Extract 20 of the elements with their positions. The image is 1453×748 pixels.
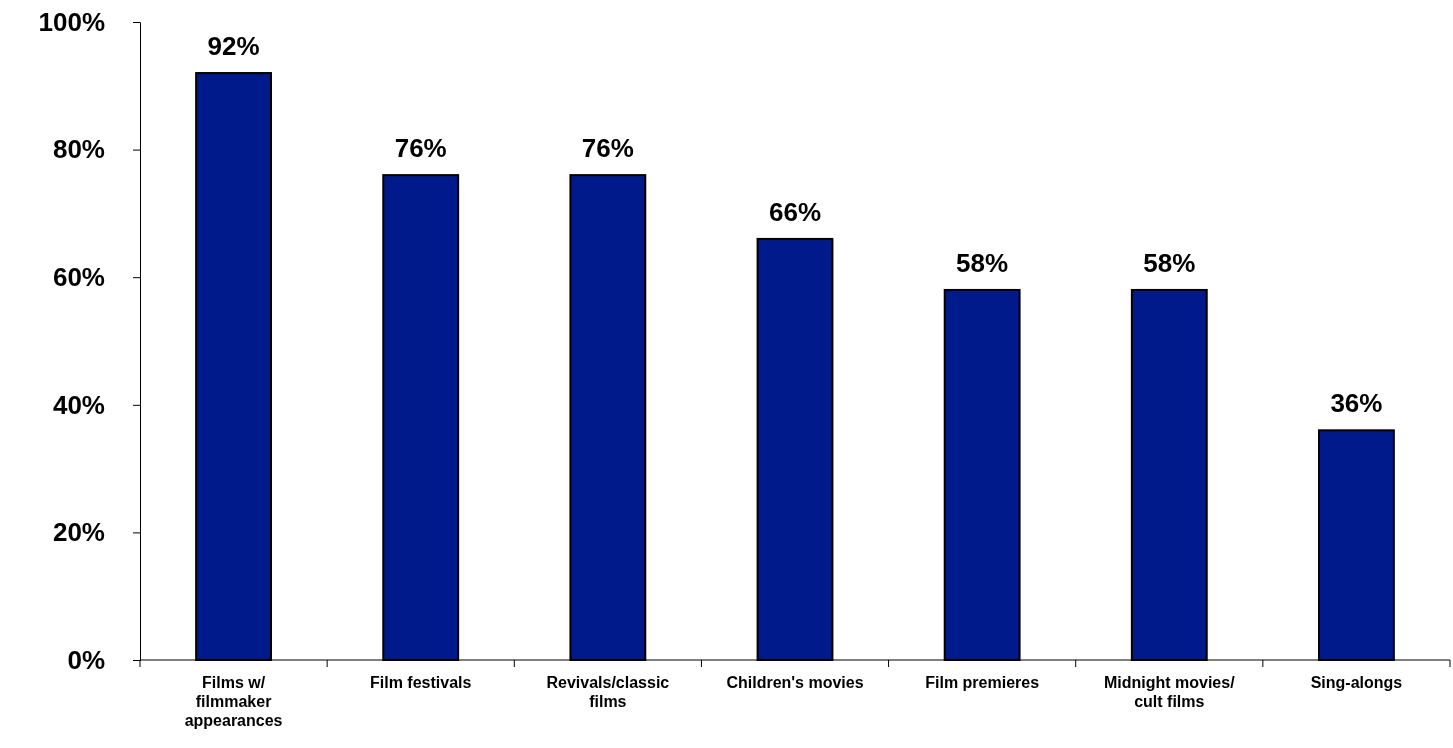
data-label: 76%: [394, 133, 447, 164]
y-tick-label: 80%: [52, 134, 105, 165]
data-label: 58%: [1143, 247, 1196, 278]
x-tick-label: Sing-alongs: [1310, 674, 1403, 691]
data-label: 92%: [207, 31, 260, 62]
x-tick-label: Midnight movies/ cult films: [1103, 674, 1236, 711]
y-tick-label: 20%: [52, 517, 105, 548]
y-tick-label: 60%: [52, 262, 105, 293]
data-label: 58%: [956, 247, 1009, 278]
data-label: 36%: [1330, 388, 1383, 419]
x-tick-label: Revivals/classic films: [546, 674, 670, 711]
x-tick-label: Children's movies: [726, 674, 864, 691]
x-tick-label: Film festivals: [370, 674, 472, 691]
x-tick-label: Films w/ filmmaker appearances: [184, 674, 283, 730]
x-tick-label: Film premieres: [925, 674, 1040, 691]
y-tick-label: 40%: [52, 389, 105, 420]
data-label: 76%: [581, 133, 634, 164]
y-tick-label: 0%: [67, 644, 105, 675]
y-tick-label: 100%: [38, 6, 105, 37]
data-label: 66%: [768, 196, 822, 227]
